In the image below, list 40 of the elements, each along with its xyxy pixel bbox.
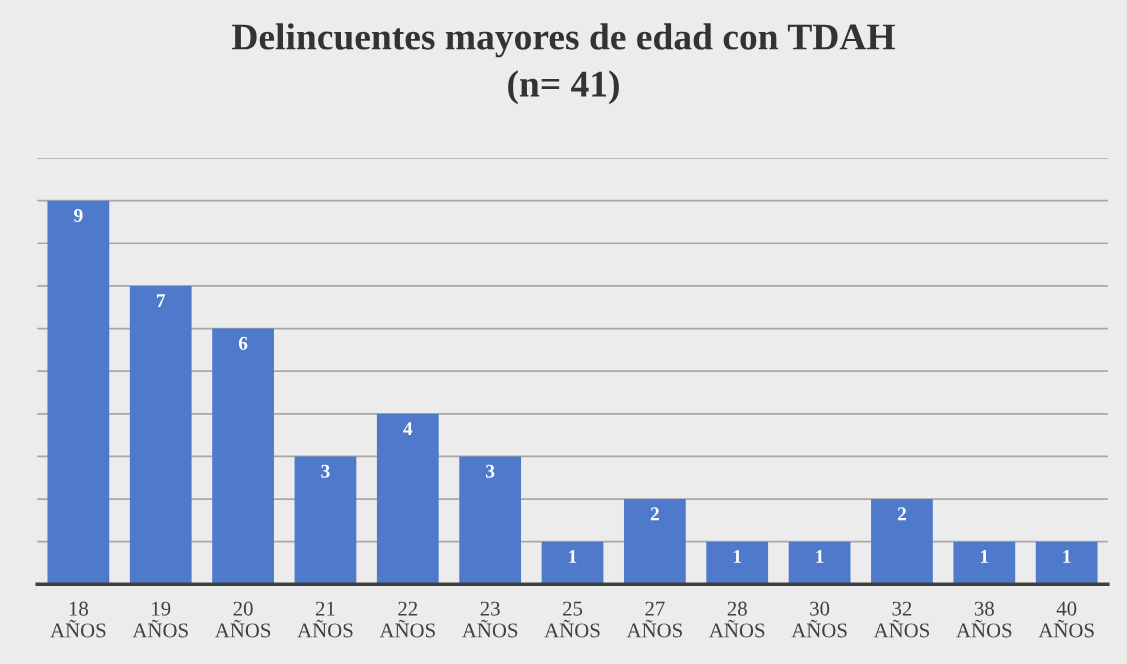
data-label: 2: [650, 507, 659, 521]
data-label: 1: [733, 550, 742, 563]
data-label: 1: [569, 550, 577, 563]
bar: [871, 499, 933, 585]
data-label: 1: [816, 550, 824, 563]
bar: [47, 200, 110, 585]
bar: [953, 541, 1016, 585]
x-tick-label: 32 AÑOS: [873, 601, 930, 638]
bar: [623, 499, 686, 585]
bar: [129, 285, 192, 585]
data-label: 6: [238, 336, 248, 350]
x-tick-label: 25 AÑOS: [544, 601, 600, 638]
data-label: 7: [156, 294, 166, 308]
chart-title: Delincuentes mayores de edad con TDAH (n= 41): [232, 23, 896, 105]
x-tick-label: 30 AÑOS: [791, 601, 847, 638]
data-label: 2: [897, 507, 906, 521]
x-tick-label: 18 AÑOS: [50, 601, 106, 638]
x-tick-label: 27 AÑOS: [626, 601, 682, 638]
x-tick-label: 21 AÑOS: [297, 601, 353, 638]
bar: [212, 328, 274, 585]
bar: [376, 413, 439, 585]
bar: [294, 456, 357, 585]
data-label: 3: [486, 464, 495, 478]
bar: [459, 456, 522, 585]
data-label: 9: [74, 208, 83, 223]
x-tick-label: 23 AÑOS: [462, 601, 518, 638]
x-tick-label: 22 AÑOS: [379, 601, 435, 638]
data-label: 1: [981, 550, 989, 563]
x-tick-label: 38 AÑOS: [956, 601, 1012, 638]
bar: [1035, 541, 1098, 585]
bar: [788, 541, 851, 585]
bar: [706, 541, 769, 585]
x-tick-label: 20 AÑOS: [214, 601, 271, 638]
bar: [541, 541, 604, 585]
data-label: 1: [1063, 550, 1071, 563]
data-label: 3: [321, 464, 330, 478]
x-tick-label: 40 AÑOS: [1038, 601, 1094, 638]
data-label: 4: [403, 422, 413, 435]
x-tick-label: 28 AÑOS: [709, 601, 765, 638]
x-tick-label: 19 AÑOS: [132, 601, 188, 638]
